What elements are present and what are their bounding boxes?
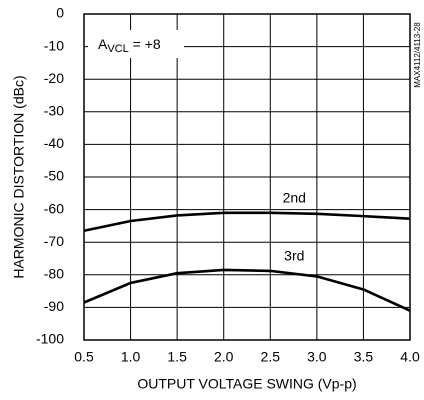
y-tick-label: -90 — [44, 298, 64, 314]
x-tick-label: 2.5 — [261, 349, 281, 365]
x-tick-label: 2.0 — [214, 349, 234, 365]
annotation: AVCL = +8 — [98, 36, 161, 55]
x-tick-label: 4.0 — [400, 349, 420, 365]
y-tick-label: -50 — [44, 168, 64, 184]
annotation-background — [88, 30, 184, 58]
x-tick-label: 3.5 — [354, 349, 374, 365]
x-tick-label: 1.5 — [167, 349, 187, 365]
y-tick-label: -40 — [44, 135, 64, 151]
figure-id: MAX4112/4113-28 — [413, 22, 422, 88]
y-tick-label: -30 — [44, 103, 64, 119]
y-tick-label: 0 — [56, 5, 64, 21]
data-line — [83, 268, 411, 312]
y-axis-label: HARMONIC DISTORTION (dBc) — [11, 75, 27, 278]
x-axis-label: OUTPUT VOLTAGE SWING (Vp-p) — [137, 376, 356, 392]
annotation-sub: VCL — [107, 43, 128, 55]
y-tick-label: -100 — [36, 331, 64, 347]
y-tick-label: -80 — [44, 266, 64, 282]
y-tick-label: -60 — [44, 200, 64, 216]
y-tick-label: -70 — [44, 233, 64, 249]
y-tick-label: -20 — [44, 70, 64, 86]
series-label: 3rd — [284, 248, 304, 264]
x-tick-label: 0.5 — [74, 349, 94, 365]
annotation-base: A — [98, 36, 108, 52]
y-tick-label: -10 — [44, 37, 64, 53]
plot-frame — [83, 13, 411, 341]
x-tick-label: 3.0 — [307, 349, 327, 365]
series-label: 2nd — [283, 190, 306, 206]
x-tick-label: 1.0 — [121, 349, 141, 365]
annotation-rest: = +8 — [129, 36, 161, 52]
data-line — [83, 211, 411, 233]
